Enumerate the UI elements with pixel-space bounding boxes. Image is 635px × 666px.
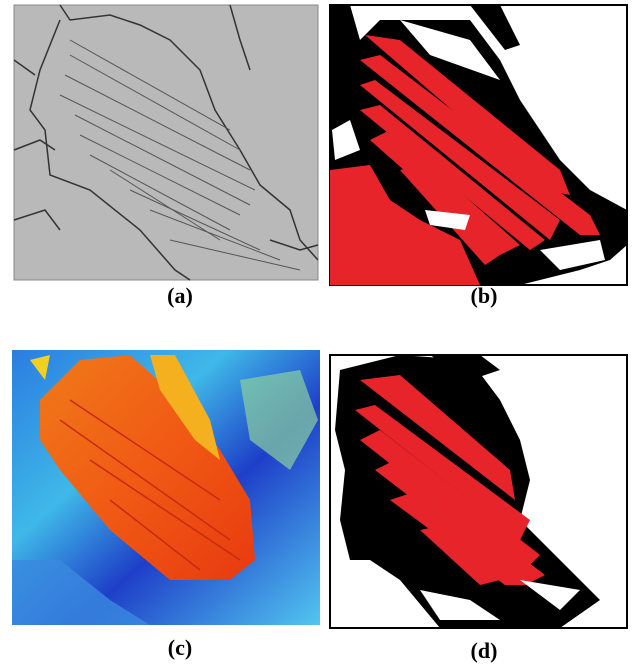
panel-a-image <box>13 4 319 281</box>
caption: (d) <box>471 638 498 663</box>
caption: (a) <box>167 283 193 308</box>
caption: (c) <box>168 635 192 660</box>
panel-d-image <box>329 354 628 629</box>
caption: (b) <box>471 283 498 308</box>
panel-b-image <box>329 4 628 286</box>
panel-c-image <box>12 350 320 625</box>
